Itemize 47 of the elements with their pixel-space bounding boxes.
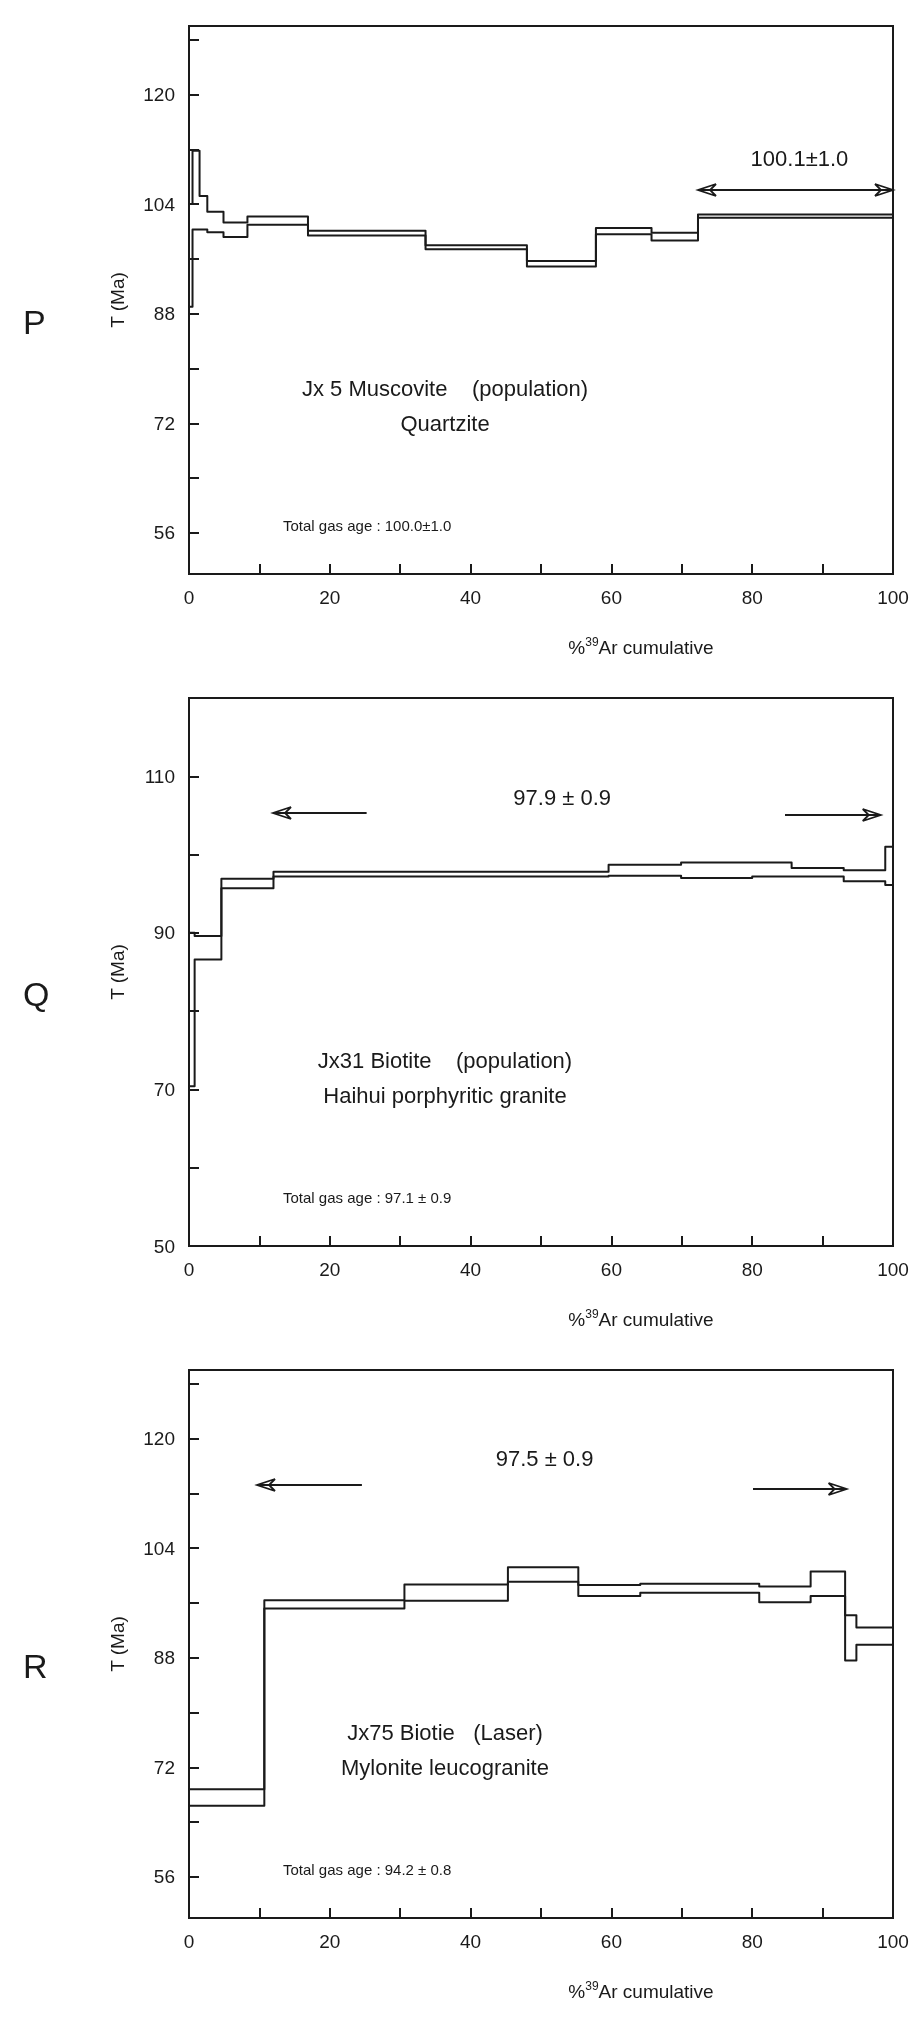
x-tick-label: 20 [319, 1259, 341, 1280]
x-tick-label: 20 [319, 587, 341, 608]
x-tick-label: 60 [600, 587, 622, 608]
x-tick-label: 100 [877, 587, 909, 608]
y-tick-label: 70 [153, 1078, 175, 1100]
y-tick-label: 88 [153, 303, 175, 325]
y-tick-label: 88 [153, 1647, 175, 1669]
y-axis-title: T (Ma) [107, 944, 128, 1000]
x-tick-label: 40 [460, 1931, 482, 1952]
y-tick-label: 50 [153, 1235, 175, 1257]
y-tick-label: 110 [144, 765, 175, 787]
x-tick-label: 0 [183, 1259, 195, 1280]
annotation: Total gas age : 94.2 ± 0.8 [283, 1860, 452, 1878]
x-tick-label: 80 [741, 587, 763, 608]
x-tick-label: 80 [741, 1259, 763, 1280]
x-tick-label: 60 [600, 1931, 622, 1952]
annotation: 97.5 ± 0.9 [495, 1445, 594, 1471]
annotation: Total gas age : 97.1 ± 0.9 [283, 1188, 452, 1206]
y-tick-label: 72 [153, 412, 175, 434]
x-tick-label: 60 [600, 1259, 622, 1280]
x-tick-label: 80 [741, 1931, 763, 1952]
x-tick-label: 100 [877, 1931, 909, 1952]
annotation: 97.9 ± 0.9 [513, 784, 612, 810]
x-tick-label: 0 [183, 1931, 195, 1952]
y-tick-label: 90 [153, 922, 175, 944]
x-tick-label: 0 [183, 587, 195, 608]
text: Q [23, 975, 50, 1013]
x-tick-label: 20 [319, 1931, 341, 1952]
y-tick-label: 120 [143, 1428, 175, 1449]
y-tick-label: 104 [143, 1537, 176, 1559]
annotation: Jx31 Biotite (population) Haihui porphyritic granite [317, 1047, 573, 1109]
annotation: Jx 5 Muscovite (population) Quartzite [301, 375, 589, 437]
y-axis-title: T (Ma) [107, 272, 128, 328]
y-tick-label: 72 [153, 1756, 175, 1778]
y-tick-label: 56 [153, 1866, 175, 1888]
annotation: 100.1±1.0 [750, 145, 849, 171]
y-tick-label: 56 [153, 522, 175, 544]
y-tick-label: 120 [143, 84, 175, 105]
y-axis-title: T (Ma) [107, 1616, 128, 1672]
y-tick-label: 104 [143, 193, 176, 215]
text: P [23, 303, 46, 341]
annotation: Total gas age : 100.0±1.0 [283, 516, 452, 534]
x-tick-label: 40 [460, 587, 482, 608]
x-tick-label: 40 [460, 1259, 482, 1280]
annotation: Jx75 Biotie (Laser) Mylonite leucogranite [341, 1719, 549, 1781]
text: R [23, 1647, 48, 1685]
x-tick-label: 100 [877, 1259, 909, 1280]
